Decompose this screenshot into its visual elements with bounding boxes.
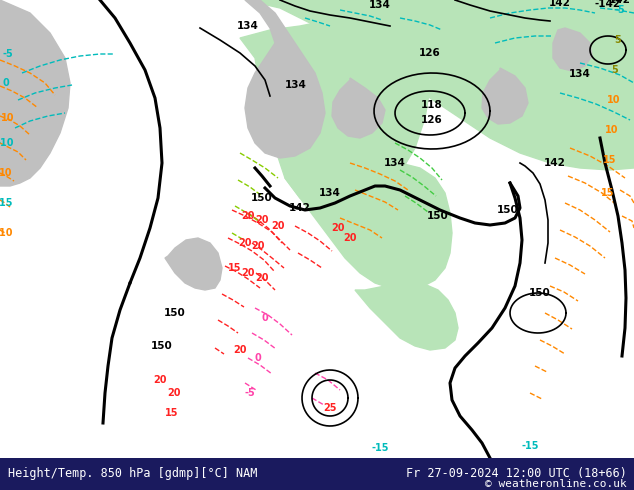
Text: Height/Temp. 850 hPa [gdmp][°C] NAM: Height/Temp. 850 hPa [gdmp][°C] NAM — [8, 467, 257, 480]
Text: 20: 20 — [251, 241, 265, 251]
Polygon shape — [553, 28, 592, 71]
Text: 150: 150 — [529, 288, 551, 298]
Text: 134: 134 — [384, 158, 406, 168]
Polygon shape — [410, 18, 634, 170]
Text: 20: 20 — [256, 273, 269, 283]
Text: 15: 15 — [228, 263, 242, 273]
Text: 20: 20 — [153, 375, 167, 385]
Text: 5: 5 — [614, 35, 621, 45]
Polygon shape — [285, 163, 452, 290]
Text: 150: 150 — [151, 341, 173, 351]
Polygon shape — [355, 283, 458, 350]
Text: 20: 20 — [271, 221, 285, 231]
Polygon shape — [332, 78, 385, 138]
Text: 150: 150 — [251, 193, 273, 203]
Polygon shape — [590, 83, 634, 158]
Text: 20: 20 — [331, 223, 345, 233]
Text: 20: 20 — [167, 388, 181, 398]
Text: -142: -142 — [595, 0, 621, 9]
Text: 134: 134 — [285, 80, 307, 90]
Text: 150: 150 — [164, 308, 186, 318]
Text: 20: 20 — [343, 233, 357, 243]
Polygon shape — [165, 238, 222, 290]
Text: 150: 150 — [427, 211, 449, 221]
Polygon shape — [0, 0, 70, 186]
Text: -5: -5 — [245, 388, 256, 398]
Text: 0: 0 — [3, 78, 10, 88]
Text: -5: -5 — [614, 5, 625, 15]
Polygon shape — [575, 0, 634, 63]
Text: 0: 0 — [255, 353, 261, 363]
Text: 15: 15 — [601, 188, 615, 198]
Text: 20: 20 — [238, 238, 252, 248]
Text: 10: 10 — [0, 168, 13, 178]
Text: 25: 25 — [323, 403, 337, 413]
Text: 15: 15 — [603, 155, 617, 165]
Text: 20: 20 — [256, 215, 269, 225]
Polygon shape — [245, 0, 325, 158]
Text: -15: -15 — [372, 443, 389, 453]
Text: -10: -10 — [0, 228, 13, 238]
Text: 10: 10 — [607, 95, 621, 105]
Text: 10: 10 — [1, 113, 15, 123]
Text: -10: -10 — [0, 138, 14, 148]
Text: 134: 134 — [319, 188, 341, 198]
Text: 142: 142 — [549, 0, 571, 8]
Text: 15: 15 — [165, 408, 179, 418]
Text: © weatheronline.co.uk: © weatheronline.co.uk — [484, 479, 626, 489]
Text: 126: 126 — [419, 48, 441, 58]
Text: 118: 118 — [421, 100, 443, 110]
Text: 134: 134 — [569, 69, 591, 79]
Text: 142: 142 — [289, 203, 311, 213]
Text: 126: 126 — [421, 115, 443, 125]
Text: 10: 10 — [605, 125, 619, 135]
Text: 134: 134 — [237, 21, 259, 31]
Text: 20: 20 — [242, 211, 255, 221]
Text: 134: 134 — [369, 0, 391, 10]
Text: 142: 142 — [544, 158, 566, 168]
Text: 20: 20 — [233, 345, 247, 355]
Text: -15: -15 — [0, 198, 13, 208]
Polygon shape — [240, 18, 440, 210]
Text: 142: 142 — [609, 0, 631, 5]
Polygon shape — [482, 68, 528, 124]
Text: Fr 27-09-2024 12:00 UTC (18+66): Fr 27-09-2024 12:00 UTC (18+66) — [406, 467, 626, 480]
Text: 20: 20 — [242, 268, 255, 278]
Text: 150: 150 — [497, 205, 519, 215]
Text: -5: -5 — [3, 49, 13, 59]
Text: 5: 5 — [612, 65, 618, 75]
Polygon shape — [530, 0, 634, 15]
Polygon shape — [245, 0, 634, 48]
Text: 0: 0 — [262, 313, 268, 323]
Text: -15: -15 — [521, 441, 539, 451]
